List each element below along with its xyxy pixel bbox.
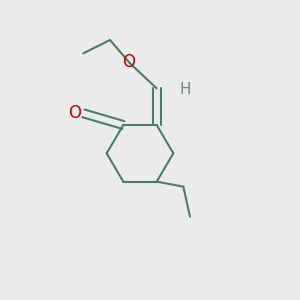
Text: H: H — [179, 82, 191, 98]
Text: O: O — [68, 104, 82, 122]
Text: O: O — [122, 53, 135, 71]
